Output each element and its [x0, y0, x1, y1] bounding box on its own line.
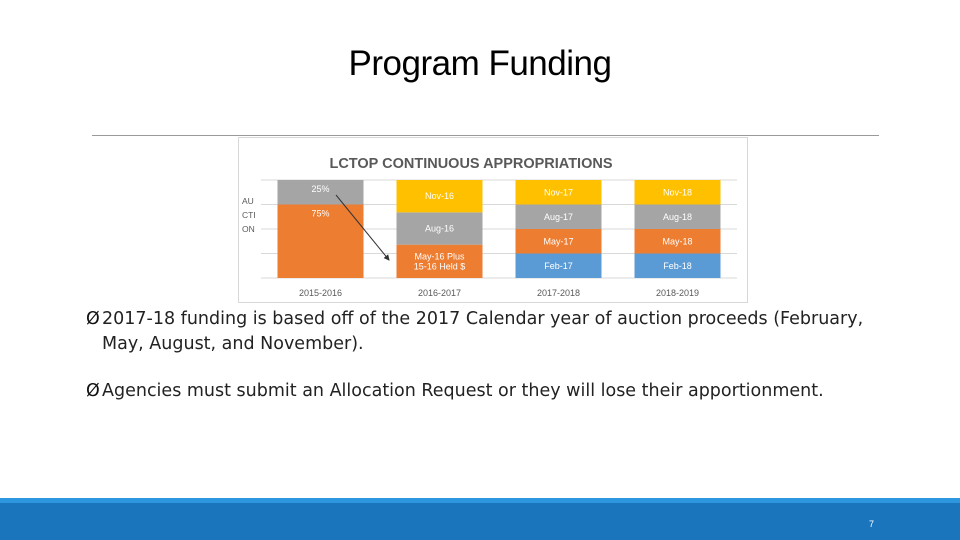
bar-segment-label: May-17: [543, 236, 573, 246]
bar-segment: [634, 204, 721, 229]
bar-segment: [277, 204, 364, 278]
bar-segment-label: Aug-18: [663, 212, 692, 222]
bar-segment-label: Feb-18: [663, 261, 692, 271]
bullet-text: 2017-18 funding is based off of the 2017…: [102, 309, 864, 354]
bar-segment-label: Nov-16: [425, 191, 454, 201]
y-axis-label: AU CTI ON: [242, 196, 256, 234]
title-divider: [92, 135, 879, 136]
bar-segment-label: Aug-16: [425, 224, 454, 234]
bar-segment: [515, 229, 602, 254]
bar-segment: [634, 229, 721, 254]
bar-segment: [515, 253, 602, 278]
bar-segment-label: Nov-17: [544, 187, 573, 197]
bar-segment-label: 15-16 Held $: [414, 261, 466, 271]
y-axis-label-line: ON: [242, 224, 255, 234]
bar-segment: [634, 180, 721, 205]
footer-bar: [0, 498, 960, 540]
bullet-item: Ø 2017-18 funding is based off of the 20…: [86, 307, 866, 357]
x-tick-label: 2017-2018: [537, 288, 580, 298]
x-tick-label: 2015-2016: [299, 288, 342, 298]
bar-segment-label: 75%: [311, 209, 329, 219]
arrow-bullet-icon: Ø: [86, 381, 100, 401]
annotation-arrow: [335, 194, 390, 261]
y-axis-label-line: CTI: [242, 210, 256, 220]
x-tick-label: 2018-2019: [656, 288, 699, 298]
x-axis-ticks: 2015-2016 2016-2017 2017-2018 2018-2019: [299, 288, 699, 298]
bar-segment: [396, 180, 483, 213]
bullet-item: Ø Agencies must submit an Allocation Req…: [86, 379, 866, 404]
funding-chart: LCTOP CONTINUOUS APPROPRIATIONS AU CTI ON …: [238, 137, 748, 303]
bar-segment: [396, 244, 483, 278]
bar-segment-label: Feb-17: [544, 261, 573, 271]
bullet-list: Ø 2017-18 funding is based off of the 20…: [86, 307, 866, 426]
y-axis-label-line: AU: [242, 196, 254, 206]
chart-svg: LCTOP CONTINUOUS APPROPRIATIONS AUCTION …: [242, 156, 737, 298]
bullet-text: Agencies must submit an Allocation Reque…: [102, 381, 824, 401]
slide-title: Program Funding: [348, 44, 612, 83]
bar-segment: [396, 212, 483, 245]
bar-segment: [515, 204, 602, 229]
bar-segment-label: Aug-17: [544, 212, 573, 222]
chart-title: LCTOP CONTINUOUS APPROPRIATIONS: [329, 156, 612, 172]
bar-segment: [634, 253, 721, 278]
bar-segment-label: May-16 Plus: [414, 251, 465, 261]
bar-segment: [277, 180, 364, 205]
bar-segment: [515, 180, 602, 205]
x-tick-label: 2016-2017: [418, 288, 461, 298]
arrow-bullet-icon: Ø: [86, 309, 100, 329]
bar-segment-label: May-18: [662, 236, 692, 246]
footer-stripe: [0, 498, 960, 503]
bar-segment-label: 25%: [311, 184, 329, 194]
bar-segment-label: Nov-18: [663, 187, 692, 197]
page-number: 7: [868, 519, 874, 529]
